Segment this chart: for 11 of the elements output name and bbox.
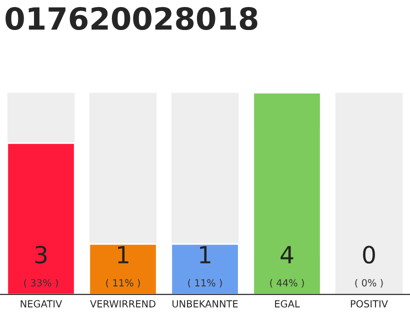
x-tick-label: UNBEKANNTE xyxy=(172,300,238,308)
x-tick-label: EGAL xyxy=(275,300,300,308)
data-label: 3 ( 33% ) xyxy=(24,246,58,288)
chart-title: 017620028018 xyxy=(6,6,258,30)
x-tick-label: NEGATIV xyxy=(20,300,62,308)
data-label: 1 ( 11% ) xyxy=(188,246,222,288)
data-label: 1 ( 11% ) xyxy=(106,246,140,288)
data-label: 4 ( 44% ) xyxy=(270,246,304,288)
data-label: 0 ( 0% ) xyxy=(355,246,383,288)
x-tick-label: VERWIRREND xyxy=(90,300,156,308)
x-tick-label: POSITIV xyxy=(350,300,388,308)
